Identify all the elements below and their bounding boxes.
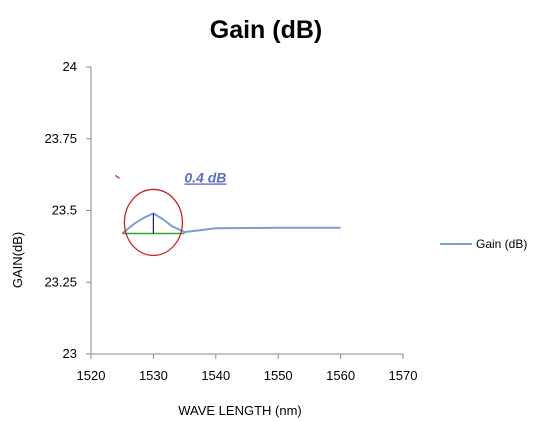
chart-title: Gain (dB) [210,16,323,44]
annotation-tick [115,174,120,179]
annotation-ellipse [123,188,184,257]
x-tick-label: 1520 [77,368,106,383]
x-tick-label: 1530 [139,368,168,383]
x-tick-label: 1560 [326,368,355,383]
series-line [121,212,341,235]
axes [90,67,403,355]
y-tick-label: 23 [63,346,77,361]
legend: Gain (dB) [440,237,527,251]
x-tick-label: 1540 [201,368,230,383]
y-tick-label: 23.75 [44,131,77,146]
x-tick-label: 1570 [389,368,418,383]
y-axis-title: GAIN(dB) [10,232,25,288]
y-tick-label: 23.25 [44,274,77,289]
y-tick-label: 23.5 [52,203,77,218]
legend-label: Gain (dB) [476,237,527,251]
plot-area [121,212,341,235]
x-axis-title: WAVE LENGTH (nm) [178,403,302,418]
x-tick-label: 1550 [264,368,293,383]
y-tick-label: 24 [63,59,77,74]
y-axis-ticks: 23 23.25 23.5 23.75 24 [44,59,91,361]
x-axis-ticks: 1520 1530 1540 1550 1560 1570 [77,354,418,383]
annotation-label: 0.4 dB [184,169,226,185]
annotation: 0.4 dB [115,169,226,257]
